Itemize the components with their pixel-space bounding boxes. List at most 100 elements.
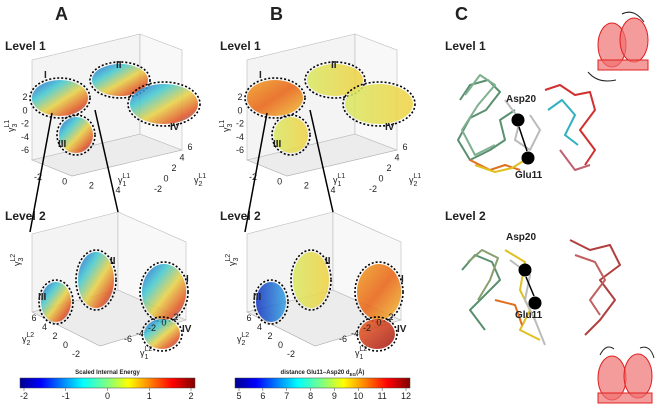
axis-subscript: 1 (338, 181, 342, 188)
cluster-outline (253, 279, 289, 325)
axis-label: γ3L1 (4, 120, 19, 132)
cluster-cloud (274, 117, 308, 153)
y-tick-label: 2 (267, 331, 272, 341)
cluster-outline (139, 261, 189, 323)
level-label: Level 2 (445, 209, 486, 223)
axis-superscript: L1 (413, 173, 421, 180)
y-tick-label: 4 (42, 322, 47, 332)
x-tick-label: 4 (330, 185, 335, 195)
cluster-cloud (256, 282, 286, 322)
cluster-cloud (144, 319, 180, 349)
cluster-outline (290, 249, 332, 311)
x-tick-label: -6 (124, 334, 132, 344)
colorbar-tick-label: -1 (62, 391, 70, 401)
axis-symbol: γ (221, 127, 231, 132)
cluster-cloud (293, 252, 329, 308)
x-tick-label: 4 (115, 185, 120, 195)
zoom-line (29, 112, 53, 233)
z-tick-label: -2 (236, 119, 244, 129)
axis-subscript: 3 (233, 258, 240, 262)
axis-subscript: 3 (227, 124, 234, 128)
z-tick-label: 0 (237, 105, 242, 115)
z-tick-label: 2 (22, 92, 27, 102)
cluster-outline (356, 316, 398, 352)
x-tick-label: 0 (277, 176, 282, 186)
axis-symbol: γ (409, 175, 414, 185)
axis-symbol: γ (333, 175, 338, 185)
cluster-label: III (38, 292, 47, 303)
y-tick-label: 6 (246, 313, 251, 323)
residue-label: Asp20 (506, 232, 536, 243)
x-tick-label: 2 (173, 312, 178, 322)
x-tick-label: 2 (304, 181, 309, 191)
cluster-outline (56, 114, 96, 156)
y-tick-label: 0 (163, 174, 168, 184)
cluster-outline (304, 61, 366, 99)
cluster-outline (141, 316, 183, 352)
axis-superscript: L2 (26, 332, 34, 339)
cluster-outline (38, 279, 74, 325)
y-tick-label: -2 (287, 349, 295, 359)
colorbar-title: distance Glu11–Asp20 dEG(Å) (281, 369, 365, 377)
level-label: Level 1 (220, 39, 261, 53)
cluster-outline (271, 114, 311, 156)
x-tick-label: -6 (339, 334, 347, 344)
axis-superscript: L1 (219, 120, 226, 128)
axis-superscript: L2 (359, 346, 367, 353)
cluster-outline (75, 249, 117, 311)
axis-superscript: L1 (122, 173, 130, 180)
cluster-cloud (345, 84, 413, 124)
axis-label: γ3L1 (219, 120, 234, 132)
y-tick-label: 2 (52, 331, 57, 341)
z-tick-label: 0 (22, 105, 27, 115)
residue-label: Glu11 (515, 170, 543, 181)
y-tick-label: 4 (394, 153, 399, 163)
colorbar-tick-label: 11 (377, 391, 386, 401)
cluster-outline (342, 81, 416, 127)
x-tick-label: -2 (363, 323, 371, 333)
level-label: Level 1 (445, 39, 486, 53)
cluster-label: IV (397, 324, 407, 335)
axis-label: γ1L1 (118, 173, 130, 188)
cluster-outline (29, 77, 91, 119)
colorbar-tick-label: 10 (353, 391, 363, 401)
axis-superscript: L1 (337, 173, 345, 180)
cluster-label: I (186, 274, 189, 285)
axis-label: γ2L1 (194, 173, 206, 188)
level-label: Level 2 (5, 209, 46, 223)
colorbar-tick-label: 1 (147, 391, 152, 401)
distance-markers (511, 113, 542, 310)
title-sub: EG (350, 372, 357, 377)
z-tick-label: -2 (21, 119, 29, 129)
z-tick-label: -6 (21, 145, 29, 155)
x-tick-label: 0 (376, 318, 381, 328)
panel-letter: A (55, 4, 68, 24)
axis-label: γ2L1 (409, 173, 421, 188)
colorbar-tick-label: 5 (236, 391, 241, 401)
y-tick-label: 0 (378, 174, 383, 184)
y-tick-label: 6 (187, 142, 192, 152)
cluster-label: III (273, 139, 282, 150)
colorbar-tick-label: 7 (284, 391, 289, 401)
cluster-cloud (32, 80, 88, 116)
colorbar-title: Scaled Internal Energy (75, 370, 140, 376)
colorbar (19, 377, 196, 389)
zoom-line (309, 109, 334, 213)
axis-label: γ1L2 (355, 346, 367, 361)
colorbar-tick-label: 2 (188, 391, 193, 401)
cluster-cloud (130, 84, 198, 124)
axis-subscript: 2 (199, 181, 203, 188)
cluster-label: IV (170, 122, 180, 133)
axis-subscript: 1 (360, 354, 364, 361)
z-tick-label: -4 (236, 132, 244, 142)
cluster-label: III (253, 292, 262, 303)
axis-symbol: γ (12, 261, 22, 266)
axis-label: γ2L2 (237, 332, 249, 347)
title-text: Scaled Internal Energy (75, 370, 140, 376)
x-tick-label: -4 (136, 329, 144, 339)
axis-subscript: 1 (145, 354, 149, 361)
cluster-label: I (401, 274, 404, 285)
axis-symbol: γ (227, 261, 237, 266)
y-tick-label: -2 (72, 349, 80, 359)
